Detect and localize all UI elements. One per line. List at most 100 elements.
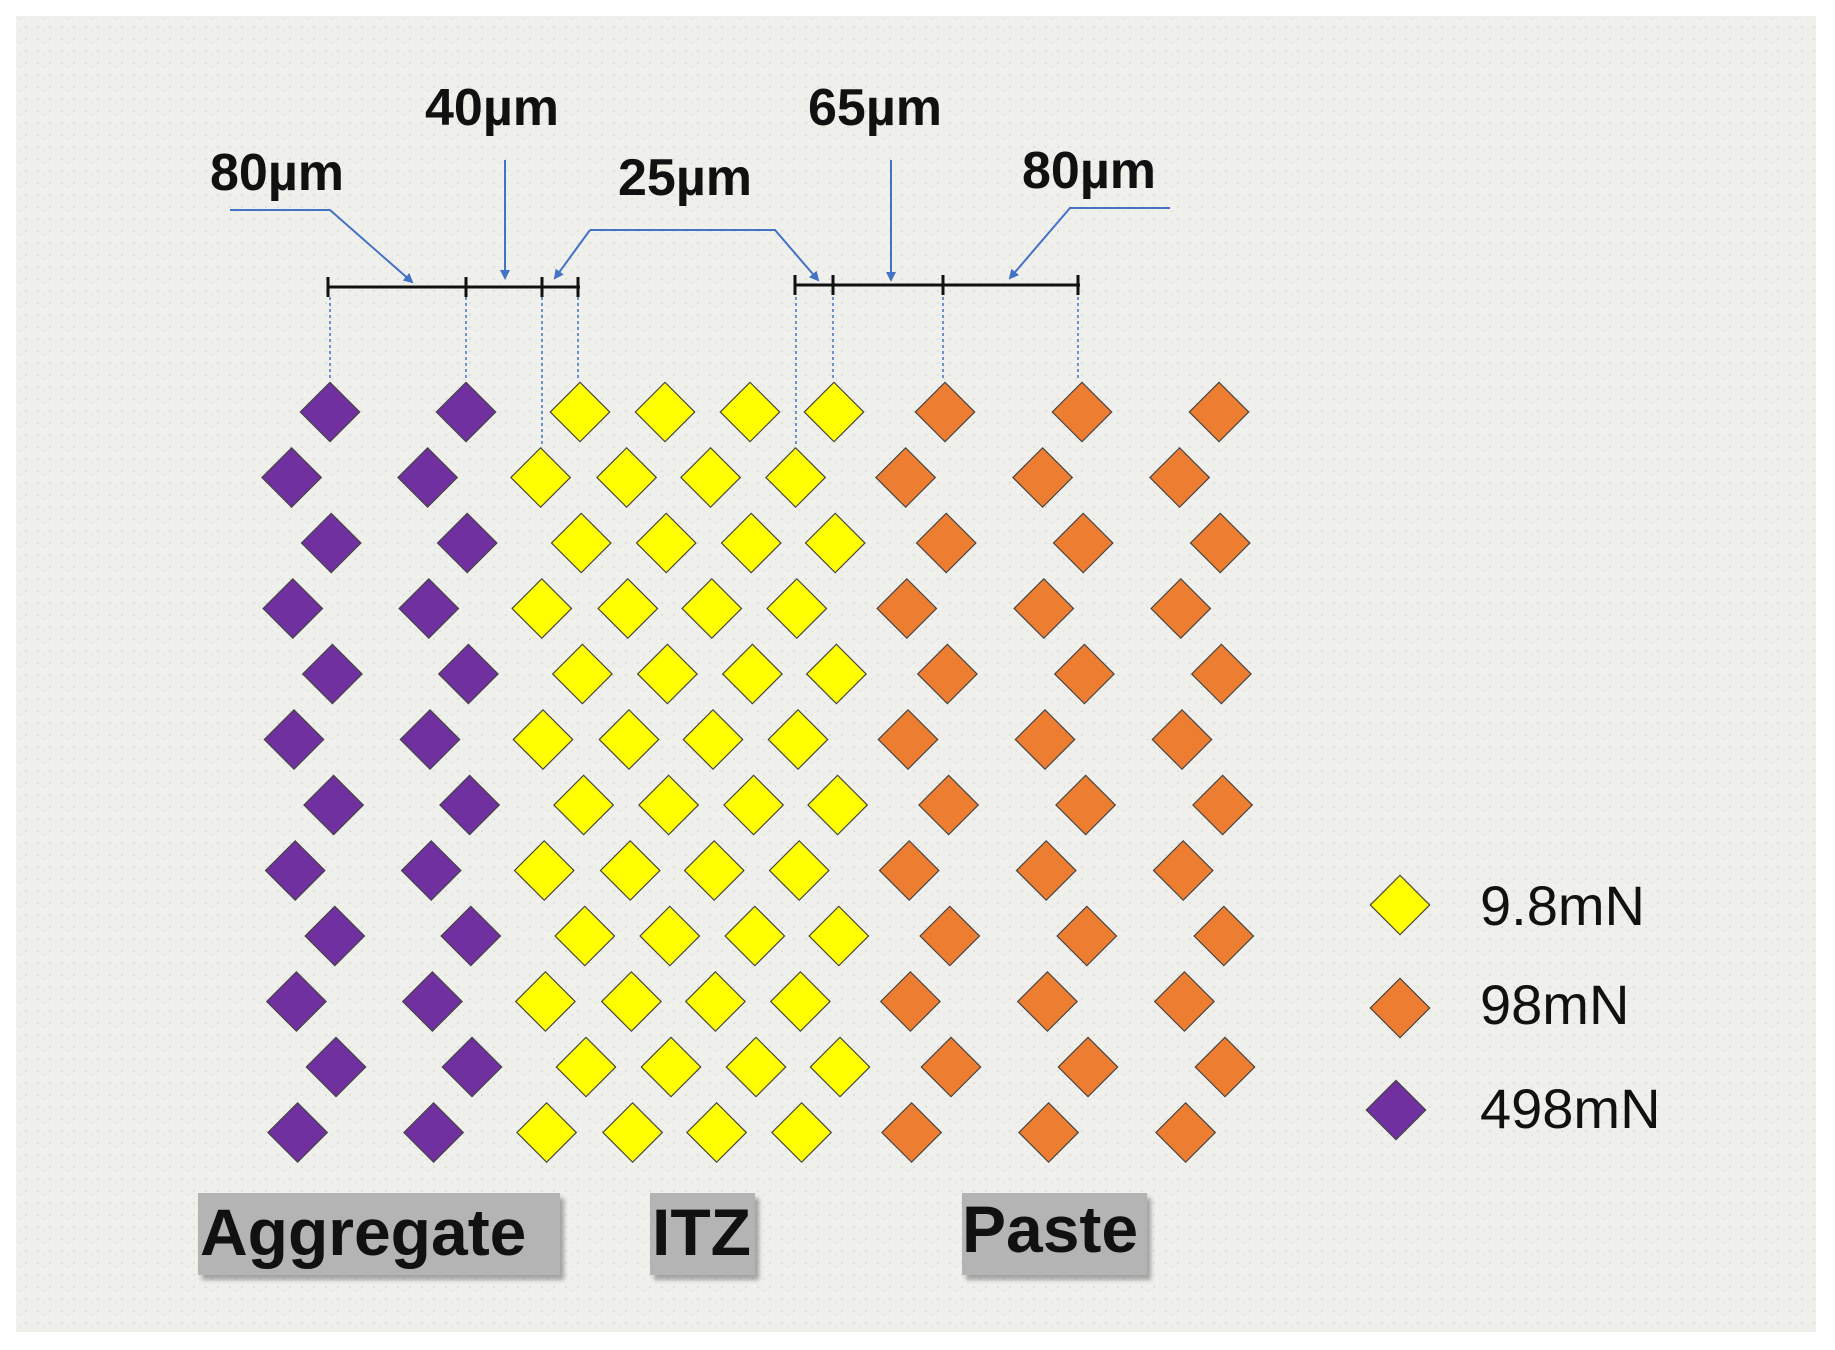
indent-marker-aggregate-r8-c1 bbox=[264, 839, 326, 902]
indent-marker-paste-r7-c2 bbox=[1055, 774, 1117, 836]
indent-marker-paste-r3-c3 bbox=[1189, 512, 1251, 574]
indent-marker-aggregate-r11-c2 bbox=[441, 1036, 503, 1098]
indent-marker-paste-r9-c1 bbox=[919, 905, 981, 967]
indent-marker-itz-r9-c1 bbox=[554, 905, 616, 967]
indent-marker-itz-r6-c1 bbox=[512, 708, 574, 771]
region-labels: Aggregate ITZ Paste bbox=[198, 1192, 1147, 1275]
indent-marker-itz-r7-c1 bbox=[553, 774, 615, 836]
indent-marker-aggregate-r12-c2 bbox=[403, 1101, 465, 1164]
region-label-aggregate: Aggregate bbox=[200, 1195, 526, 1269]
indent-marker-itz-r2-c4 bbox=[765, 446, 827, 509]
indent-marker-itz-r6-c4 bbox=[767, 708, 829, 771]
region-label-box-paste bbox=[962, 1193, 1147, 1275]
indent-marker-aggregate-r9-c1 bbox=[304, 905, 366, 967]
region-label-box-aggregate bbox=[198, 1193, 560, 1275]
indent-marker-paste-r4-c3 bbox=[1150, 577, 1212, 640]
indent-marker-aggregate-r3-c2 bbox=[436, 512, 498, 574]
indent-marker-itz-r3-c3 bbox=[720, 512, 782, 574]
indent-marker-aggregate-r4-c2 bbox=[398, 577, 460, 640]
indent-marker-paste-r11-c1 bbox=[920, 1036, 982, 1098]
indent-marker-paste-r3-c2 bbox=[1052, 512, 1114, 574]
indent-marker-paste-r5-c3 bbox=[1190, 643, 1252, 705]
indent-marker-paste-r1-c3 bbox=[1188, 381, 1250, 443]
indent-marker-itz-r1-c1 bbox=[549, 381, 611, 443]
indent-marker-paste-r6-c2 bbox=[1014, 708, 1076, 771]
indent-marker-itz-r6-c3 bbox=[682, 708, 744, 771]
indent-marker-itz-r5-c3 bbox=[721, 643, 783, 705]
dim-label-80um-right: 80µm bbox=[1022, 142, 1156, 200]
indent-marker-paste-r12-c2 bbox=[1018, 1101, 1080, 1164]
indent-marker-paste-r10-c1 bbox=[879, 970, 941, 1033]
indent-marker-aggregate-r8-c2 bbox=[400, 839, 462, 902]
indent-marker-aggregate-r1-c2 bbox=[435, 381, 497, 443]
arrow-80um-left bbox=[230, 209, 414, 284]
indent-marker-aggregate-r7-c1 bbox=[303, 774, 365, 836]
legend-marker-98mn bbox=[1369, 977, 1431, 1039]
indent-marker-aggregate-r1-c1 bbox=[299, 381, 361, 443]
indent-marker-aggregate-r10-c2 bbox=[401, 970, 463, 1033]
indent-marker-paste-r1-c2 bbox=[1051, 381, 1113, 443]
indent-marker-itz-r10-c2 bbox=[600, 970, 662, 1033]
indent-marker-paste-r9-c2 bbox=[1056, 905, 1118, 967]
legend-label-498mn: 498mN bbox=[1480, 1077, 1661, 1140]
indent-marker-itz-r4-c2 bbox=[597, 577, 659, 640]
indent-marker-itz-r1-c4 bbox=[803, 381, 865, 443]
indent-marker-itz-r12-c3 bbox=[686, 1101, 748, 1164]
indent-marker-itz-r7-c4 bbox=[807, 774, 869, 836]
arrow-25um-left bbox=[553, 229, 591, 280]
arrow-80um-right bbox=[1008, 207, 1170, 280]
indent-marker-paste-r6-c3 bbox=[1151, 708, 1213, 771]
indent-marker-itz-r11-c1 bbox=[555, 1036, 617, 1098]
indent-marker-aggregate-r6-c2 bbox=[399, 708, 461, 771]
indent-marker-itz-r5-c4 bbox=[805, 643, 867, 705]
dim-label-80um-left: 80µm bbox=[210, 144, 344, 202]
indent-marker-itz-r8-c4 bbox=[768, 839, 830, 902]
indent-marker-aggregate-r12-c1 bbox=[267, 1101, 329, 1164]
indent-marker-itz-r4-c1 bbox=[511, 577, 573, 640]
indent-marker-itz-r8-c3 bbox=[683, 839, 745, 902]
indent-marker-paste-r7-c3 bbox=[1192, 774, 1254, 836]
indent-marker-aggregate-r6-c1 bbox=[263, 708, 325, 771]
indent-marker-aggregate-r2-c1 bbox=[261, 446, 323, 509]
indent-marker-itz-r1-c2 bbox=[634, 381, 696, 443]
dim-label-25um: 25µm bbox=[618, 149, 752, 207]
indent-marker-itz-r11-c3 bbox=[725, 1036, 787, 1098]
indent-marker-paste-r5-c2 bbox=[1053, 643, 1115, 705]
indentation-grid bbox=[261, 381, 1256, 1164]
indent-marker-paste-r10-c2 bbox=[1016, 970, 1078, 1033]
indent-marker-itz-r2-c1 bbox=[510, 446, 572, 509]
indent-marker-itz-r12-c2 bbox=[602, 1101, 664, 1164]
indent-marker-paste-r8-c1 bbox=[878, 839, 940, 902]
indent-marker-itz-r12-c1 bbox=[516, 1101, 578, 1164]
indent-marker-aggregate-r11-c1 bbox=[305, 1036, 367, 1098]
indent-marker-itz-r4-c4 bbox=[766, 577, 828, 640]
guide-lines bbox=[329, 297, 1079, 445]
indent-marker-itz-r12-c4 bbox=[771, 1101, 833, 1164]
indent-marker-itz-r2-c2 bbox=[596, 446, 658, 509]
indent-marker-itz-r11-c4 bbox=[809, 1036, 871, 1098]
indent-marker-paste-r4-c2 bbox=[1013, 577, 1075, 640]
indent-marker-itz-r6-c2 bbox=[598, 708, 660, 771]
indent-marker-aggregate-r10-c1 bbox=[265, 970, 327, 1033]
indent-marker-paste-r5-c1 bbox=[916, 643, 978, 705]
indent-marker-paste-r4-c1 bbox=[876, 577, 938, 640]
indent-marker-paste-r2-c2 bbox=[1012, 446, 1074, 509]
indent-marker-paste-r8-c2 bbox=[1015, 839, 1077, 902]
indent-marker-itz-r7-c2 bbox=[638, 774, 700, 836]
indent-marker-itz-r3-c1 bbox=[550, 512, 612, 574]
indent-marker-aggregate-r9-c2 bbox=[440, 905, 502, 967]
arrow-25um-right bbox=[590, 229, 820, 282]
dimension-scale bbox=[326, 275, 1080, 297]
indent-marker-itz-r8-c2 bbox=[599, 839, 661, 902]
indent-marker-paste-r7-c1 bbox=[918, 774, 980, 836]
indent-marker-itz-r11-c2 bbox=[640, 1036, 702, 1098]
indent-marker-itz-r3-c2 bbox=[635, 512, 697, 574]
indent-marker-itz-r5-c1 bbox=[551, 643, 613, 705]
indent-marker-aggregate-r2-c2 bbox=[397, 446, 459, 509]
indent-marker-paste-r9-c3 bbox=[1193, 905, 1255, 967]
indent-marker-itz-r9-c3 bbox=[724, 905, 786, 967]
indent-marker-paste-r10-c3 bbox=[1153, 970, 1215, 1033]
indent-marker-paste-r6-c1 bbox=[877, 708, 939, 771]
indent-marker-itz-r7-c3 bbox=[723, 774, 785, 836]
